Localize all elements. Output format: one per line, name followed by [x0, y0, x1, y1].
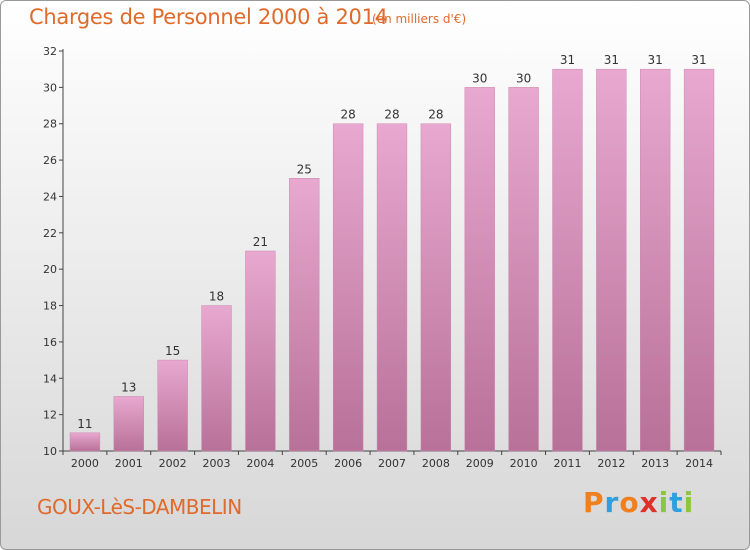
- bar-value-label: 31: [604, 53, 619, 67]
- bar-value-label: 11: [77, 417, 92, 431]
- bar-2007: [376, 123, 408, 452]
- bar-2011: [552, 68, 583, 452]
- bar-2000: [69, 432, 101, 452]
- y-tick-label: 30: [43, 81, 57, 94]
- bars: [69, 68, 715, 452]
- bar-value-label: 28: [428, 108, 443, 122]
- x-tick-label: 2006: [334, 457, 362, 470]
- y-tick-label: 22: [43, 227, 57, 240]
- chart-unit-label: (en milliers d'€): [372, 12, 467, 26]
- bar-2004: [245, 250, 276, 452]
- x-tick-label: 2001: [115, 457, 143, 470]
- bar-2006: [332, 123, 364, 452]
- brand-letter: i: [683, 486, 695, 519]
- bar-2008: [420, 123, 452, 452]
- brand-letter: t: [669, 486, 684, 519]
- x-tick-label: 2013: [641, 457, 669, 470]
- commune-name: GOUX-LèS-DAMBELIN: [37, 495, 242, 519]
- x-tick-label: 2003: [203, 457, 231, 470]
- brand-letter: P: [583, 486, 605, 519]
- bar-value-label: 18: [209, 290, 224, 304]
- proxiti-logo: Proxiti: [583, 486, 694, 519]
- bar-value-label: 31: [648, 53, 663, 67]
- bar-value-label: 28: [340, 108, 355, 122]
- x-tick-label: 2000: [71, 457, 99, 470]
- bar-2009: [464, 87, 495, 452]
- bar-2002: [157, 359, 188, 452]
- x-tick-label: 2012: [597, 457, 625, 470]
- bar-2012: [596, 68, 627, 452]
- brand-letter: i: [658, 486, 670, 519]
- chart-title: Charges de Personnel 2000 à 2014: [29, 5, 388, 29]
- bar-value-label: 31: [560, 53, 575, 67]
- brand-letter: r: [604, 486, 620, 519]
- y-tick-label: 28: [43, 118, 57, 131]
- y-tick-label: 32: [43, 45, 57, 58]
- bar-value-label: 21: [253, 235, 268, 249]
- bar-value-label: 30: [516, 71, 531, 85]
- bar-value-label: 30: [472, 71, 487, 85]
- x-tick-label: 2004: [246, 457, 274, 470]
- brand-letter: x: [639, 486, 659, 519]
- y-tick-label: 24: [43, 190, 57, 203]
- bar-value-label: 25: [297, 162, 312, 176]
- y-tick-label: 18: [43, 300, 57, 313]
- bar-value-label: 31: [691, 53, 706, 67]
- bar-value-label: 28: [384, 108, 399, 122]
- bar-2005: [289, 178, 320, 452]
- y-tick-label: 10: [43, 445, 57, 458]
- y-tick-label: 20: [43, 263, 57, 276]
- bar-value-label: 13: [121, 380, 136, 394]
- x-tick-label: 2009: [466, 457, 494, 470]
- bar-2014: [683, 68, 715, 452]
- x-tick-label: 2011: [553, 457, 581, 470]
- brand-letter: o: [619, 486, 640, 519]
- x-tick-label: 2002: [159, 457, 187, 470]
- bar-2001: [113, 396, 144, 452]
- x-tick-label: 2014: [685, 457, 713, 470]
- y-tick-label: 12: [43, 409, 57, 422]
- bar-2013: [640, 68, 671, 452]
- x-tick-label: 2008: [422, 457, 450, 470]
- bar-2003: [201, 305, 232, 452]
- y-tick-label: 14: [43, 372, 57, 385]
- bar-value-label: 15: [165, 344, 180, 358]
- y-tick-label: 26: [43, 154, 57, 167]
- bar-2010: [508, 87, 539, 452]
- y-tick-label: 16: [43, 336, 57, 349]
- x-tick-label: 2005: [290, 457, 318, 470]
- x-tick-label: 2007: [378, 457, 406, 470]
- x-tick-label: 2010: [510, 457, 538, 470]
- labels: 11 2000 13 2001 15 2002 18 2003 21 2004 25 2005 28 20…: [71, 53, 713, 470]
- axes: 10 12 14 16 18 20 22 24 26 28 30 32: [43, 45, 722, 458]
